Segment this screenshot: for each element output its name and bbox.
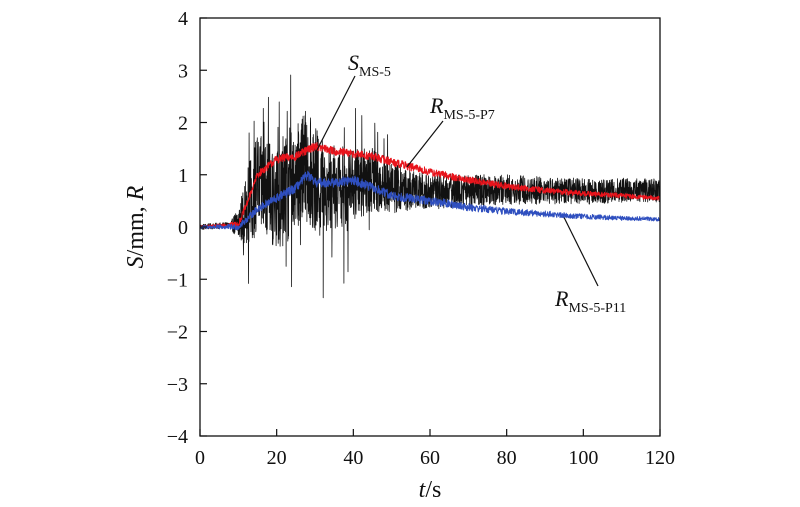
annotation-label: RMS-5-P11 <box>554 286 626 316</box>
annotation-leader-line <box>406 120 444 168</box>
annotation-leader-line <box>563 217 599 287</box>
plot-lines <box>199 74 661 299</box>
annotation-label-subscript: MS-5-P11 <box>568 301 626 316</box>
y-axis-variable-s: S <box>123 256 149 268</box>
x-axis-variable: t <box>419 477 427 503</box>
y-axis-unit: /mm, <box>123 200 149 256</box>
y-axis-variable-r: R <box>123 185 149 201</box>
x-tick-label: 80 <box>497 447 517 469</box>
y-axis-title: S/mm, R <box>123 185 149 268</box>
plot-frame <box>199 17 661 437</box>
series-line-r-ms-5-p11 <box>199 170 661 231</box>
annotation-label-subscript: MS-5 <box>359 65 391 80</box>
annotation-label-subscript: MS-5-P7 <box>443 108 494 123</box>
series-line-r-ms-5-p7 <box>199 142 661 229</box>
annotation-label: SMS-5 <box>348 50 391 80</box>
x-tick-label: 60 <box>420 447 440 469</box>
annotation-label-main: R <box>554 286 569 311</box>
annotation-leader-line <box>314 75 356 155</box>
x-tick-label: 20 <box>267 447 287 469</box>
y-tick-label: −1 <box>167 269 188 291</box>
y-tick-label: 2 <box>178 113 188 135</box>
x-tick-label: 0 <box>195 447 205 469</box>
annotation-label: RMS-5-P7 <box>429 93 495 123</box>
y-tick-label: −2 <box>167 322 188 344</box>
y-tick-label: 3 <box>178 60 188 82</box>
y-tick-label: 4 <box>178 8 188 30</box>
x-axis-title: t/s <box>419 477 442 503</box>
x-tick-label: 40 <box>343 447 363 469</box>
y-tick-label: 1 <box>178 165 188 187</box>
y-tick-label: 0 <box>178 217 188 239</box>
y-tick-label: −3 <box>167 374 188 396</box>
y-tick-label: −4 <box>167 426 188 448</box>
annotation-label-main: S <box>348 50 359 75</box>
x-tick-label: 120 <box>645 447 675 469</box>
x-axis-unit: /s <box>425 477 441 503</box>
annotation-label-main: R <box>429 93 444 118</box>
x-tick-label: 100 <box>568 447 598 469</box>
x-axis-ticks: 0 20 40 60 80 100 120 <box>195 429 675 469</box>
y-axis-ticks: −4 −3 −2 −1 0 1 2 3 4 <box>167 8 207 448</box>
